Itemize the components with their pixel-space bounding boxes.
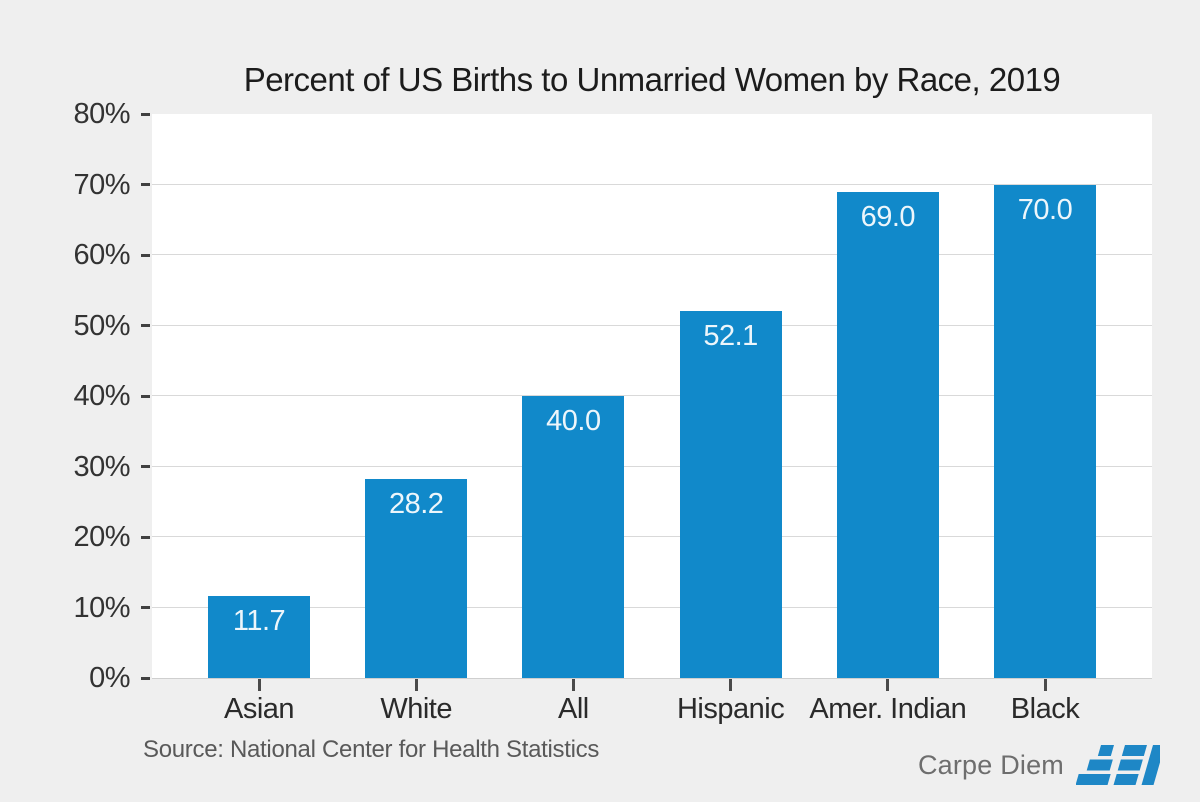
- y-tick-mark: [141, 112, 150, 116]
- x-tick-mark: [414, 679, 418, 691]
- x-label-all: All: [558, 693, 589, 725]
- gridline: [152, 254, 1152, 255]
- gridline: [152, 395, 1152, 396]
- bar-value-label: 52.1: [703, 319, 758, 352]
- plot-area: 11.7 28.2 40.0 52.1 69.0 70.0: [152, 114, 1152, 679]
- source-note: Source: National Center for Health Stati…: [143, 736, 600, 763]
- x-label-white: White: [380, 693, 453, 725]
- y-tick-label: 60%: [73, 239, 130, 271]
- x-axis-labels: Asian White All Hispanic Amer. Indian Black: [152, 692, 1152, 728]
- y-tick-label: 50%: [73, 309, 130, 342]
- gridline: [152, 324, 1152, 326]
- y-tick-label: 70%: [73, 168, 130, 201]
- gridline: [152, 606, 1152, 608]
- y-tick-mark: [141, 676, 150, 680]
- y-tick-mark: [141, 606, 150, 609]
- bar-asian: 11.7: [208, 595, 310, 678]
- bar-value-label: 69.0: [860, 200, 916, 233]
- bar-amer-indian: 69.0: [836, 191, 939, 678]
- y-tick-mark: [141, 465, 150, 468]
- x-tick-mark: [886, 679, 890, 691]
- x-label-black: Black: [1010, 693, 1080, 725]
- bar-value-label: 40.0: [546, 405, 601, 437]
- bar-white: 28.2: [365, 479, 468, 678]
- x-tick-mark: [1043, 679, 1047, 691]
- y-tick-label: 20%: [73, 521, 130, 553]
- bar-value-label: 11.7: [232, 604, 286, 637]
- brand-text: Carpe Diem: [917, 749, 1064, 780]
- y-tick-mark: [141, 183, 150, 186]
- x-tick-mark: [571, 679, 575, 691]
- bar-value-label: 70.0: [1017, 193, 1073, 226]
- x-label-asian: Asian: [223, 693, 295, 725]
- y-tick-mark: [141, 535, 150, 539]
- x-label-hispanic: Hispanic: [676, 693, 785, 725]
- x-label-amer-indian: Amer. Indian: [809, 693, 967, 725]
- gridline: [152, 536, 1152, 537]
- y-tick-label: 30%: [73, 450, 130, 483]
- y-tick-label: 40%: [73, 380, 130, 412]
- bar-black: 70.0: [994, 184, 1096, 678]
- y-tick-mark: [141, 394, 150, 398]
- y-tick-mark: [141, 324, 150, 327]
- gridline: [152, 465, 1152, 467]
- chart-title: Percent of US Births to Unmarried Women …: [243, 61, 1061, 98]
- y-tick-label: 80%: [73, 98, 130, 130]
- y-tick-mark: [141, 253, 150, 257]
- bar-value-label: 28.2: [388, 488, 444, 521]
- x-axis: [152, 678, 1152, 692]
- y-tick-label: 10%: [73, 591, 130, 624]
- y-axis: 0% 10% 20% 30% 40% 50% 60% 70% 80%: [0, 98, 152, 694]
- bar-all: 40.0: [522, 396, 625, 678]
- y-tick-label: 0%: [89, 662, 130, 694]
- gridline: [152, 183, 1152, 185]
- x-tick-mark: [257, 679, 261, 691]
- aei-logo-icon: [1076, 745, 1160, 785]
- bar-hispanic: 52.1: [679, 310, 782, 678]
- brand-row: Carpe Diem: [918, 744, 1160, 786]
- x-tick-mark: [729, 679, 733, 691]
